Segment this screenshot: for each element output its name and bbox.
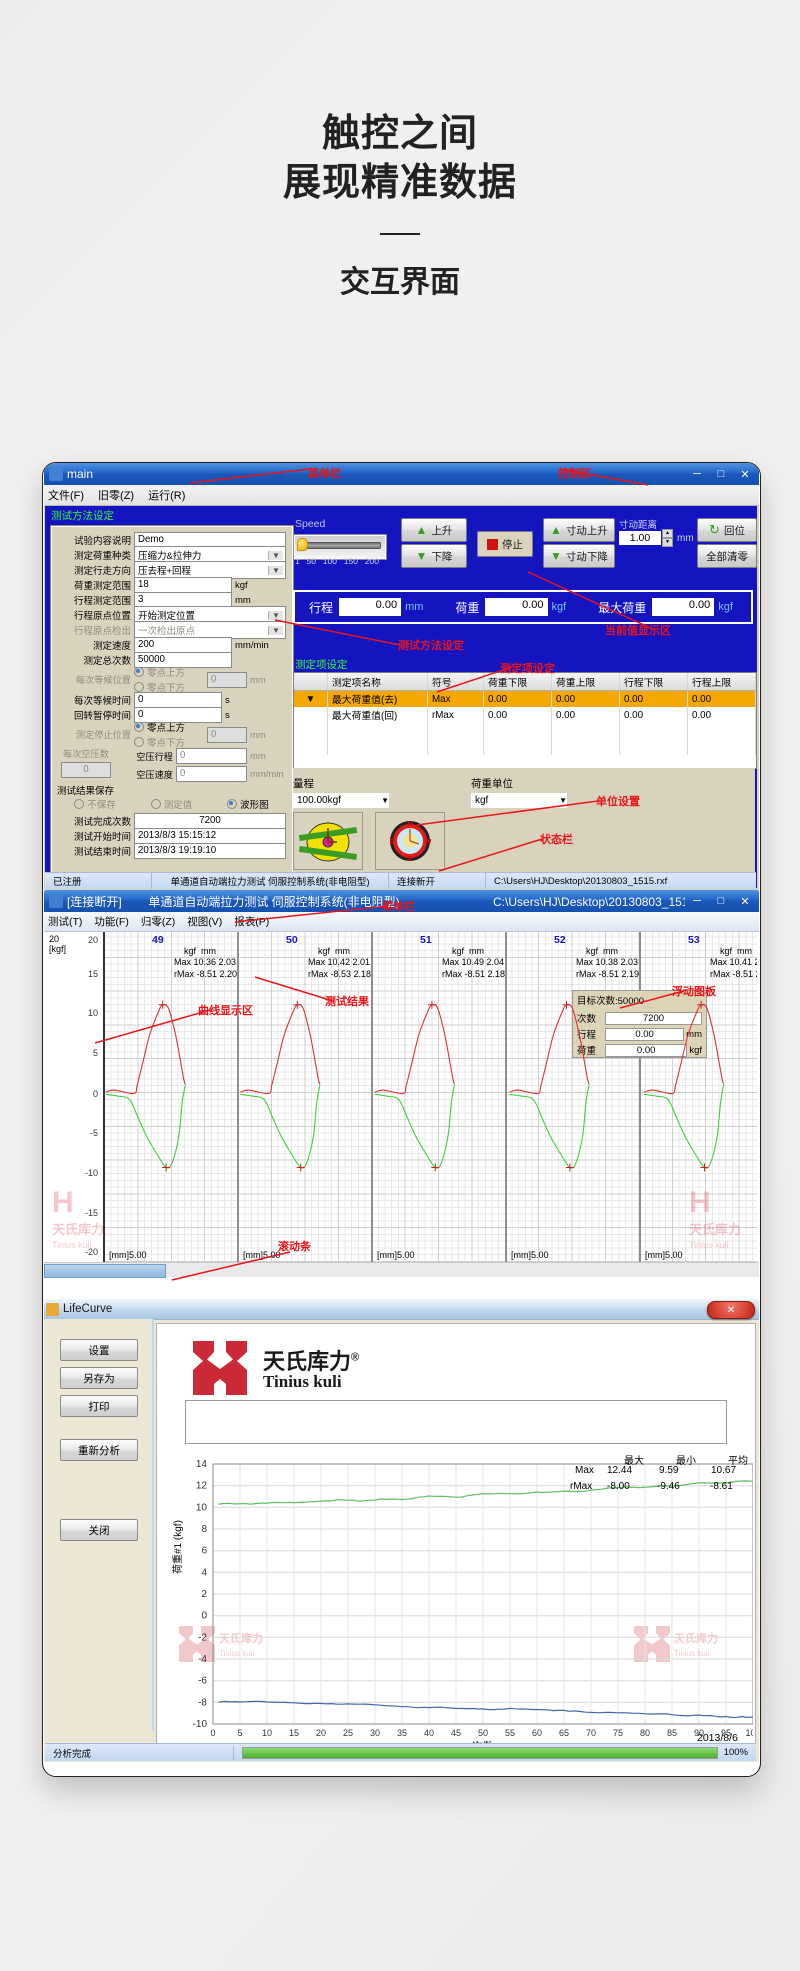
svg-text:E: E bbox=[390, 839, 395, 846]
svg-text:55: 55 bbox=[505, 1728, 515, 1738]
svg-text:60: 60 bbox=[532, 1728, 542, 1738]
svg-text:80: 80 bbox=[640, 1728, 650, 1738]
svg-text:10: 10 bbox=[196, 1502, 208, 1513]
svg-text:12: 12 bbox=[196, 1481, 208, 1492]
svg-text:W: W bbox=[425, 839, 432, 846]
svg-text:5: 5 bbox=[237, 1728, 242, 1738]
svg-text:S: S bbox=[408, 856, 413, 863]
svg-text:65: 65 bbox=[559, 1728, 569, 1738]
svg-text:100: 100 bbox=[745, 1728, 753, 1738]
svg-text:-10: -10 bbox=[193, 1719, 208, 1730]
svg-text:95: 95 bbox=[721, 1728, 731, 1738]
svg-text:2: 2 bbox=[201, 1589, 207, 1600]
svg-text:40: 40 bbox=[424, 1728, 434, 1738]
svg-text:-8: -8 bbox=[198, 1697, 207, 1708]
svg-text:15: 15 bbox=[289, 1728, 299, 1738]
svg-text:N: N bbox=[407, 821, 412, 828]
svg-text:4: 4 bbox=[201, 1567, 207, 1578]
svg-text:-2: -2 bbox=[198, 1632, 207, 1643]
svg-text:25: 25 bbox=[343, 1728, 353, 1738]
svg-text:75: 75 bbox=[613, 1728, 623, 1738]
svg-text:90: 90 bbox=[694, 1728, 704, 1738]
svg-text:0: 0 bbox=[210, 1728, 215, 1738]
svg-text:-4: -4 bbox=[198, 1654, 207, 1665]
svg-text:0: 0 bbox=[201, 1611, 207, 1622]
svg-text:30: 30 bbox=[370, 1728, 380, 1738]
svg-text:8: 8 bbox=[201, 1524, 207, 1535]
svg-text:20: 20 bbox=[316, 1728, 326, 1738]
svg-text:6: 6 bbox=[201, 1546, 207, 1557]
svg-text:50: 50 bbox=[478, 1728, 488, 1738]
svg-text:35: 35 bbox=[397, 1728, 407, 1738]
svg-text:70: 70 bbox=[586, 1728, 596, 1738]
svg-text:14: 14 bbox=[196, 1459, 208, 1470]
svg-text:-6: -6 bbox=[198, 1676, 207, 1687]
svg-text:85: 85 bbox=[667, 1728, 677, 1738]
svg-text:45: 45 bbox=[451, 1728, 461, 1738]
svg-text:10: 10 bbox=[262, 1728, 272, 1738]
